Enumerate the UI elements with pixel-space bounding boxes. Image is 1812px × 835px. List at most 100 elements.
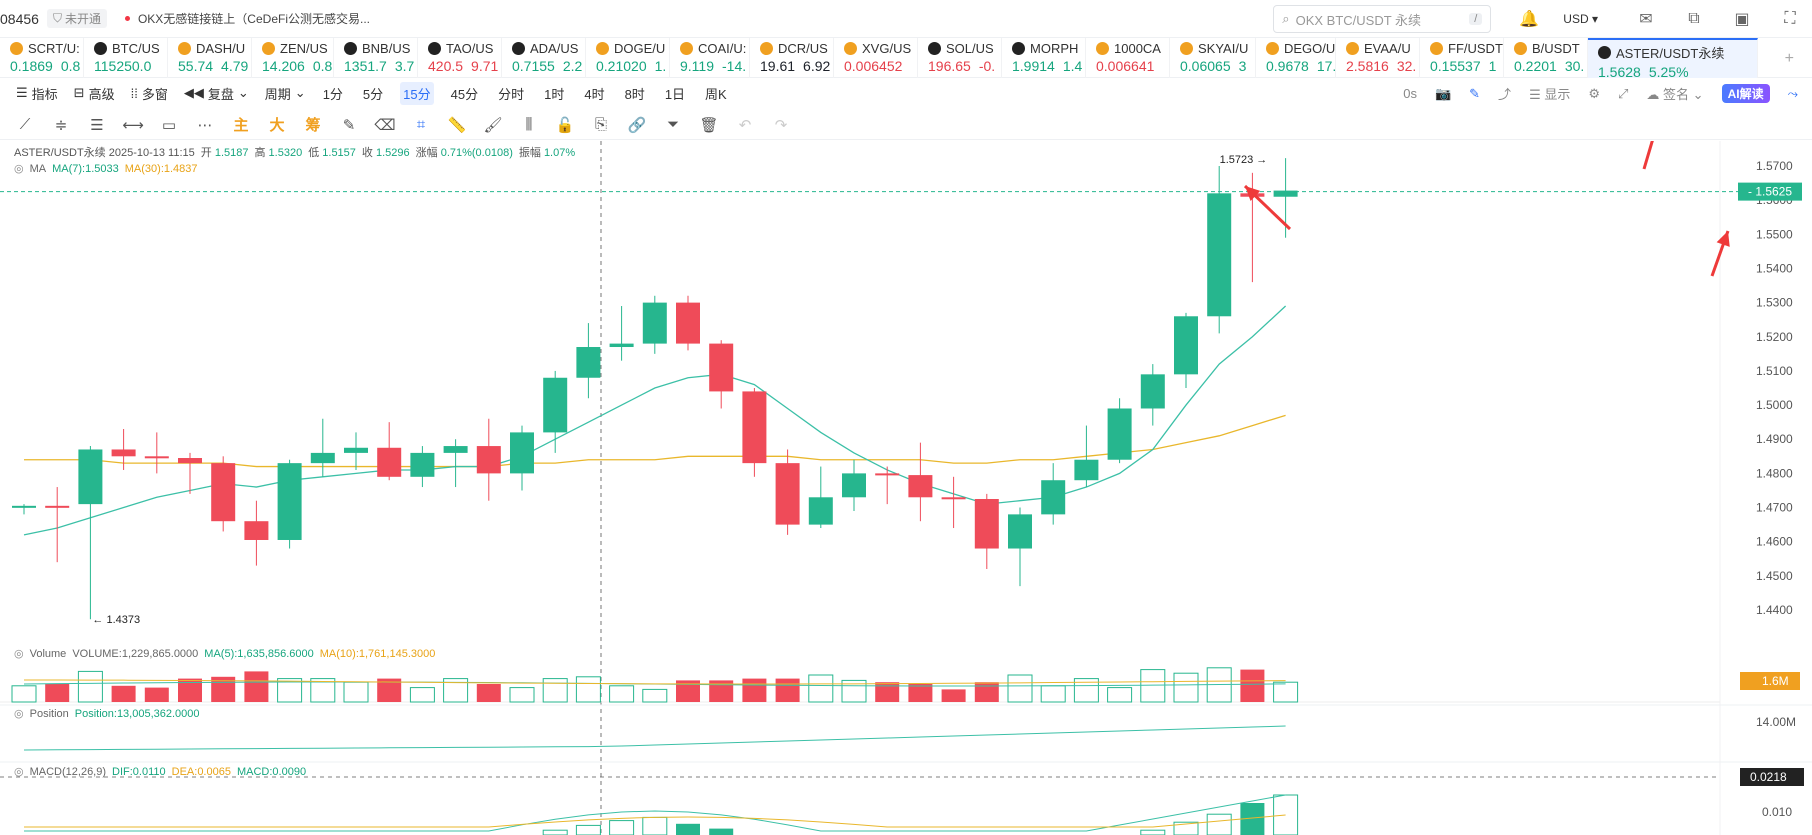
multi-window-button[interactable]: ⁞⁞ 多窗 <box>131 84 168 103</box>
ticker-price-row: 420.5 9.71 <box>428 58 501 74</box>
template-icon[interactable]: ⎘ <box>594 116 607 133</box>
eye-icon[interactable]: ◎ <box>14 708 24 720</box>
popout-icon[interactable]: ⧉ <box>1688 10 1700 27</box>
rectangle-icon[interactable]: ▭ <box>161 116 177 134</box>
candle-body <box>875 473 900 476</box>
add-tab-icon[interactable]: + <box>1784 50 1794 67</box>
layout-icon[interactable]: ▣ <box>1734 11 1750 28</box>
closed-badge[interactable]: ⛉ 未开通 <box>46 9 107 28</box>
ticker-tab[interactable]: COAI/U: 9.119 -14. <box>670 38 750 78</box>
ticker-price: 0.1869 <box>10 58 53 74</box>
indicators-icon: ☰ <box>16 85 28 100</box>
edit-icon[interactable]: ✎ <box>342 116 356 134</box>
volume-bar <box>1273 681 1299 703</box>
fullscreen-icon[interactable]: ⛶ <box>1784 10 1796 27</box>
ticker-tab[interactable]: SOL/US 196.65 -0. <box>918 38 1002 78</box>
ticker-tab[interactable]: BTC/US 115250.0 <box>84 38 168 78</box>
link-icon[interactable]: 🔗 <box>627 116 647 134</box>
interval-button[interactable]: 1日 <box>664 86 686 102</box>
interval-button[interactable]: 15分 <box>400 81 434 105</box>
lock-icon[interactable]: 🔓 <box>555 116 575 134</box>
position-legend[interactable]: ◎ Position Position:13,005,362.0000 <box>14 707 200 721</box>
interval-button[interactable]: 8时 <box>624 86 645 102</box>
eraser-icon[interactable]: ⌫ <box>374 116 396 134</box>
candle-body <box>1273 190 1298 197</box>
ticker-tab[interactable]: B/USDT 0.2201 30. <box>1504 38 1588 78</box>
coin-icon <box>1012 42 1025 55</box>
interval-button[interactable]: 周K <box>705 86 727 102</box>
ticker-tab[interactable]: DEGO/U 0.9678 17. <box>1256 38 1336 78</box>
big-tool-button[interactable]: 大 <box>269 117 285 134</box>
chips-tool-button[interactable]: 筹 <box>305 117 321 134</box>
ma-legend[interactable]: ◎ MA MA(7):1.5033 MA(30):1.4837 <box>14 162 198 176</box>
display-menu[interactable]: ☰ 显示 <box>1529 87 1571 102</box>
ticker-tab[interactable]: ASTER/USDT永续 1.5628 5.25% <box>1588 38 1758 78</box>
candle-body <box>1207 193 1232 317</box>
interval-button[interactable]: 45分 <box>450 86 479 102</box>
brush-icon[interactable]: 🖌 <box>483 116 503 134</box>
settings-icon[interactable]: ⚙ <box>1588 85 1601 101</box>
redo-icon[interactable]: ↷ <box>774 116 788 134</box>
volume-bar <box>476 684 501 702</box>
compare-icon[interactable]: ⫼ <box>525 116 533 133</box>
ticker-tab[interactable]: DOGE/U 0.21020 1. <box>586 38 670 78</box>
volume-legend[interactable]: ◎ Volume VOLUME:1,229,865.0000 MA(5):1,6… <box>14 647 435 661</box>
price-chart[interactable]: 1.57001.56001.55001.54001.53001.52001.51… <box>0 141 1812 835</box>
sign-menu[interactable]: ☁ 签名 ⌄ <box>1646 87 1704 102</box>
eye-icon[interactable]: ◎ <box>14 648 24 660</box>
parallel-channel-icon[interactable]: ≑ <box>54 116 68 134</box>
ticker-tab[interactable]: MORPH 1.9914 1.4 <box>1002 38 1086 78</box>
ticker-tab[interactable]: BNB/US 1351.7 3.7 <box>334 38 418 78</box>
undo-icon[interactable]: ↶ <box>738 116 752 134</box>
ticker-tab[interactable]: FF/USDT 0.15537 1 <box>1420 38 1504 78</box>
news-ticker[interactable]: OKX无感链接链上（CeDeFi公测无感交易... <box>137 12 370 26</box>
replay-button[interactable]: ◀◀ 复盘 ⌄ <box>184 84 249 103</box>
interval-button[interactable]: 分时 <box>498 86 525 102</box>
ticker-tab[interactable]: TAO/US 420.5 9.71 <box>418 38 502 78</box>
ticker-tab[interactable]: SKYAI/U 0.06065 3 <box>1170 38 1256 78</box>
ticker-tab[interactable]: ZEN/US 14.206 0.8 <box>252 38 334 78</box>
trendline-icon[interactable]: ⟋ <box>19 116 31 133</box>
more-tools-icon[interactable]: ⋯ <box>197 116 213 134</box>
macd-legend[interactable]: ◎ MACD(12,26,9) DIF:0.0110 DEA:0.0065 MA… <box>14 765 306 779</box>
ruler-icon[interactable]: 📏 <box>447 116 467 134</box>
currency-select[interactable]: USD ▾ <box>1563 12 1598 26</box>
bell-icon[interactable]: 🔔 <box>1519 11 1540 28</box>
volume-axis-label: 1.6M <box>1762 674 1789 688</box>
camera-icon[interactable]: 📷 <box>1434 85 1452 101</box>
candle-body <box>244 521 269 540</box>
interval-button[interactable]: 4时 <box>584 86 605 102</box>
main-tool-button[interactable]: 主 <box>233 117 249 134</box>
eye-icon[interactable]: ◎ <box>14 766 24 778</box>
candle-body <box>78 449 103 505</box>
magnet-icon[interactable]: ⌗ <box>416 116 426 133</box>
ticker-tab[interactable]: EVAA/U 2.5816 32. <box>1336 38 1420 78</box>
search-input[interactable]: ⌕ OKX BTC/USDT 永续 / <box>1273 5 1492 33</box>
ticker-tab[interactable]: SCRT/U: 0.1869 0.8 <box>0 38 84 78</box>
horizontal-line-icon[interactable]: ⟷ <box>122 116 144 134</box>
expand-icon[interactable]: ⤢ <box>1618 85 1629 101</box>
ticker-tab[interactable]: DCR/US 19.61 6.92 <box>750 38 834 78</box>
period-dropdown[interactable]: 周期 ⌄ <box>265 84 306 103</box>
ticker-tab[interactable]: 1000CA 0.006641 <box>1086 38 1170 78</box>
fib-lines-icon[interactable]: ☰ <box>90 116 104 134</box>
interval-button[interactable]: 1时 <box>544 86 565 102</box>
interval-button[interactable]: 5分 <box>362 86 384 102</box>
candle-body <box>576 347 601 378</box>
pen-icon[interactable]: ✎ <box>1469 85 1481 101</box>
eye-icon[interactable]: ◎ <box>14 163 24 175</box>
share-icon[interactable]: ⤳ <box>1787 85 1798 101</box>
interval-button[interactable]: 1分 <box>322 86 343 102</box>
trash-icon[interactable]: 🗑 <box>699 116 719 134</box>
ticker-tab[interactable]: XVG/US 0.006452 <box>834 38 918 78</box>
advanced-button[interactable]: ⊟ 高级 <box>74 84 115 103</box>
ticker-tab[interactable]: DASH/U 55.74 4.79 <box>168 38 252 78</box>
share-window-icon[interactable]: ⤴ <box>1498 87 1512 102</box>
replay-label: 复盘 <box>207 86 234 102</box>
mail-icon[interactable]: ✉ <box>1639 11 1653 28</box>
ai-interpret-button[interactable]: AI解读 <box>1721 84 1770 103</box>
ticker-tab[interactable]: ADA/US 0.7155 2.2 <box>502 38 586 78</box>
indicators-button[interactable]: ☰ 指标 <box>16 84 58 103</box>
ticker-symbol: FF/USDT <box>1448 41 1503 56</box>
filter-icon[interactable]: ⏷ <box>666 116 679 133</box>
